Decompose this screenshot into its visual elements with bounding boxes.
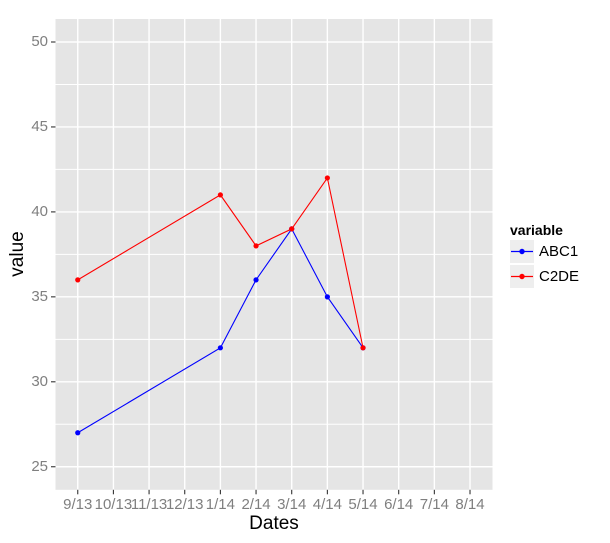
legend-title: variable	[510, 222, 563, 238]
data-point-C2DE-2-14	[253, 243, 259, 249]
data-point-ABC1-2-14	[253, 277, 259, 283]
x-tick-label: 12/13	[165, 495, 204, 513]
series-line-C2DE	[77, 176, 364, 348]
legend-item-ABC1: ABC1	[510, 240, 578, 263]
legend-label: C2DE	[539, 268, 580, 285]
x-axis-title: Dates	[249, 513, 299, 534]
legend-item-C2DE: C2DE	[510, 265, 579, 288]
x-tick-label: 10/13	[94, 495, 133, 513]
x-tick-label: 4/14	[312, 495, 342, 513]
data-point-C2DE-3-14	[289, 226, 295, 232]
data-point-C2DE-9-13	[75, 277, 81, 283]
x-tick-label: 3/14	[277, 495, 307, 513]
y-axis-title: value	[7, 231, 28, 277]
y-tick-label: 25	[31, 457, 48, 475]
x-tick-label: 6/14	[384, 495, 414, 513]
data-point-C2DE-5-14	[360, 345, 366, 351]
legend-key	[510, 265, 534, 288]
x-tick-label: 9/13	[63, 495, 93, 513]
legend-key	[510, 240, 534, 263]
y-tick-label: 30	[31, 372, 48, 390]
x-tick-label: 2/14	[241, 495, 271, 513]
data-point-ABC1-9-13	[75, 430, 81, 436]
legend-swatch-line	[511, 273, 533, 280]
y-tick-label: 45	[31, 117, 48, 135]
x-tick-label: 11/13	[130, 495, 168, 513]
legend-label: ABC1	[539, 243, 579, 260]
y-tick-label: 50	[31, 33, 48, 50]
y-tick-label: 40	[31, 202, 48, 220]
data-point-C2DE-1-14	[217, 192, 223, 198]
x-tick-label: 8/14	[455, 495, 485, 513]
data-point-ABC1-4-14	[324, 294, 330, 300]
series-line-ABC1	[77, 227, 364, 434]
x-tick-label: 5/14	[348, 495, 378, 513]
x-tick-label: 7/14	[419, 495, 449, 513]
legend-swatch-line	[511, 248, 533, 255]
data-point-ABC1-1-14	[217, 345, 223, 351]
y-tick-label: 35	[31, 287, 48, 305]
x-tick-label: 1/14	[205, 495, 235, 513]
data-point-C2DE-4-14	[324, 175, 330, 181]
